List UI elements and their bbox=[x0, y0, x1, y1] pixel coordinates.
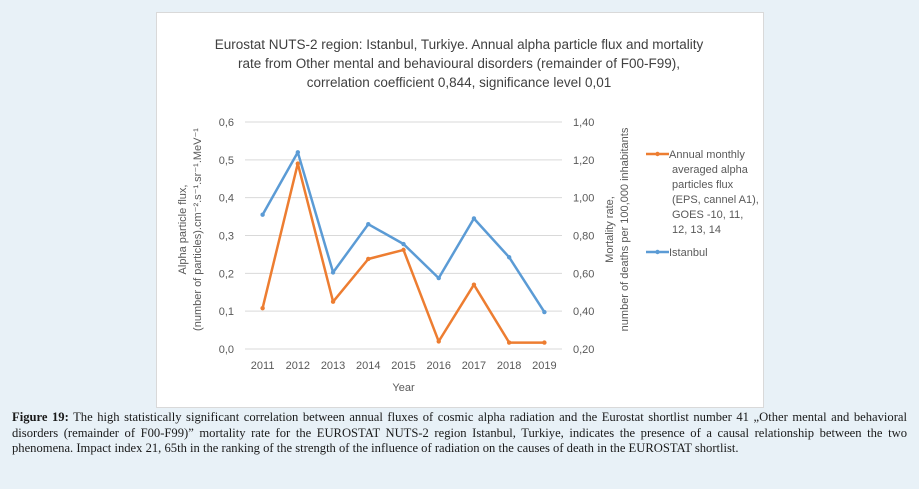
x-tick-label: 2017 bbox=[462, 360, 486, 372]
y-left-axis-label-line: Alpha particle flux, bbox=[177, 185, 189, 275]
x-tick-label: 2016 bbox=[426, 360, 450, 372]
data-point bbox=[330, 299, 336, 304]
legend-label-line: 12, 13, 14 bbox=[672, 224, 721, 236]
y-left-tick-label: 0,5 bbox=[219, 155, 234, 167]
data-point bbox=[260, 305, 265, 311]
data-point bbox=[366, 256, 371, 262]
data-point bbox=[295, 150, 301, 155]
legend-label-line: (EPS, cannel A1), bbox=[672, 194, 759, 206]
data-point bbox=[506, 255, 512, 260]
y-right-tick-label: 1,40 bbox=[573, 117, 594, 129]
x-tick-label: 2019 bbox=[532, 360, 556, 372]
data-point bbox=[542, 309, 547, 315]
y-right-axis-label-line: number of deaths per 100,000 inhabitants bbox=[619, 127, 631, 331]
series-line bbox=[261, 162, 545, 344]
data-point bbox=[471, 282, 477, 287]
chart-title-line: rate from Other mental and behavioural d… bbox=[238, 56, 680, 71]
legend-label-line: Istanbul bbox=[669, 247, 708, 259]
y-right-tick-label: 0,20 bbox=[573, 344, 594, 356]
legend-label-line: averaged alpha bbox=[672, 164, 749, 176]
legend-label-line: Annual monthly bbox=[669, 149, 745, 161]
chart-area bbox=[156, 12, 764, 408]
y-left-axis-label-line: (number of particles).cm⁻².s⁻¹.sr⁻¹.MeV⁻… bbox=[192, 128, 204, 331]
y-left-tick-label: 0,6 bbox=[219, 117, 234, 129]
chart-title-line: Eurostat NUTS-2 region: Istanbul, Turkiy… bbox=[215, 37, 704, 52]
x-tick-label: 2014 bbox=[356, 360, 380, 372]
y-left-tick-label: 0,0 bbox=[219, 344, 234, 356]
y-right-tick-label: 1,20 bbox=[573, 155, 594, 167]
y-left-tick-label: 0,2 bbox=[219, 268, 234, 280]
x-tick-label: 2011 bbox=[251, 360, 275, 372]
x-tick-label: 2012 bbox=[286, 360, 310, 372]
data-point bbox=[401, 247, 406, 253]
y-left-tick-label: 0,1 bbox=[219, 306, 234, 318]
y-left-tick-label: 0,4 bbox=[219, 193, 234, 205]
y-left-tick-label: 0,3 bbox=[219, 231, 234, 243]
data-point bbox=[260, 212, 265, 217]
data-point bbox=[471, 216, 477, 221]
data-point bbox=[542, 340, 547, 345]
legend-swatch-marker bbox=[655, 249, 660, 255]
legend-swatch-marker bbox=[655, 151, 660, 157]
data-point bbox=[295, 161, 301, 166]
caption-text: The high statistically significant corre… bbox=[12, 410, 907, 455]
y-right-tick-label: 1,00 bbox=[573, 193, 594, 205]
caption-label: Figure 19: bbox=[12, 410, 69, 424]
data-point bbox=[330, 270, 336, 275]
x-tick-label: 2018 bbox=[497, 360, 521, 372]
x-tick-label: 2015 bbox=[391, 360, 415, 372]
y-right-tick-label: 0,80 bbox=[573, 231, 594, 243]
data-point bbox=[436, 275, 441, 281]
y-right-tick-label: 0,40 bbox=[573, 306, 594, 318]
data-point bbox=[401, 241, 406, 247]
chart-svg: Eurostat NUTS-2 region: Istanbul, Turkiy… bbox=[177, 37, 759, 394]
y-right-tick-label: 0,60 bbox=[573, 268, 594, 280]
data-point bbox=[436, 339, 441, 344]
legend-label-line: GOES -10, 11, bbox=[672, 209, 743, 221]
legend-label-line: particles flux bbox=[672, 179, 734, 191]
data-point bbox=[366, 221, 371, 227]
y-right-axis-label-line: Mortality rate, bbox=[604, 196, 616, 263]
series-line bbox=[261, 151, 546, 313]
x-axis-label: Year bbox=[392, 382, 415, 394]
figure-caption: Figure 19: The high statistically signif… bbox=[12, 410, 907, 457]
data-point bbox=[506, 340, 512, 345]
x-tick-label: 2013 bbox=[321, 360, 345, 372]
chart-title-line: correlation coefficient 0,844, significa… bbox=[307, 75, 611, 90]
